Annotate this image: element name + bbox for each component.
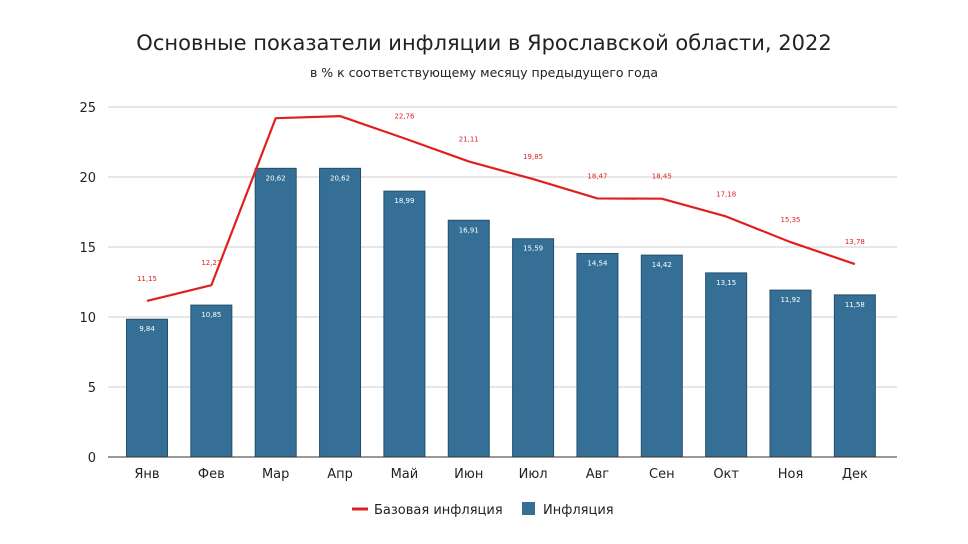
bar xyxy=(319,167,362,458)
bar xyxy=(254,167,297,458)
bar-data-label: 14,54 xyxy=(587,259,608,267)
bar xyxy=(833,294,876,458)
x-category-label: Авг xyxy=(586,467,610,482)
chart-title: Основные показатели инфляции в Ярославск… xyxy=(136,31,831,55)
x-category-label: Фев xyxy=(198,467,225,482)
bar-data-label: 10,85 xyxy=(201,311,221,319)
y-tick-label: 20 xyxy=(79,171,96,186)
line-path xyxy=(146,114,856,302)
x-category-label: Май xyxy=(391,467,419,482)
line-labels: 11,15 12,27 22,76 21,11 19,85 18,47 18,45 17,18… xyxy=(137,112,865,283)
line-series xyxy=(146,114,856,302)
bar-data-label: 11,92 xyxy=(780,296,800,304)
x-category-label: Дек xyxy=(842,467,868,482)
bar xyxy=(512,238,555,458)
x-category-label: Апр xyxy=(327,467,353,482)
bar-data-label: 20,62 xyxy=(330,174,350,182)
bar xyxy=(126,318,168,458)
bar xyxy=(705,272,748,458)
line-data-label: 12,27 xyxy=(201,259,221,267)
y-tick-label: 10 xyxy=(79,311,96,326)
y-tick-label: 0 xyxy=(88,451,96,466)
bar-data-label: 15,59 xyxy=(523,245,543,253)
bar-data-label: 20,62 xyxy=(266,174,286,182)
legend-label-inflation: Инфляция xyxy=(543,503,614,518)
bar-data-label: 11,58 xyxy=(845,301,865,309)
x-category-label: Ноя xyxy=(778,467,804,482)
bar-data-label: 16,91 xyxy=(459,226,479,234)
line-data-label: 13,78 xyxy=(845,238,865,246)
x-category-label: Июл xyxy=(519,467,548,482)
bar-labels: 9,84 10,85 20,62 20,62 18,99 16,91 15,59 14,54 1… xyxy=(139,174,865,333)
bar xyxy=(769,289,812,458)
chart-subtitle: в % к соответствующему месяцу предыдущег… xyxy=(310,65,658,80)
x-category-label: Мар xyxy=(262,467,289,482)
legend: Базовая инфляция Инфляция xyxy=(352,502,614,518)
legend-bar-swatch xyxy=(522,502,535,515)
y-tick-label: 5 xyxy=(88,381,96,396)
y-tick-label: 15 xyxy=(79,241,96,256)
x-category-label: Окт xyxy=(713,467,739,482)
bar xyxy=(576,252,619,458)
bar xyxy=(447,219,490,458)
bar xyxy=(640,254,683,458)
bar-data-label: 14,42 xyxy=(652,261,672,269)
x-axis-categories: Янв Фев Мар Апр Май Июн Июл Авг Сен Окт Ноя Дек xyxy=(134,467,868,482)
bar xyxy=(190,304,233,458)
line-data-label: 18,47 xyxy=(587,172,607,180)
line-data-label: 22,76 xyxy=(394,112,415,120)
line-data-label: 17,18 xyxy=(716,190,736,198)
line-data-label: 15,35 xyxy=(780,216,800,224)
bars xyxy=(126,167,876,458)
line-data-label: 21,11 xyxy=(459,135,479,143)
grid xyxy=(108,106,897,388)
y-axis-ticks: 0 5 10 15 20 25 xyxy=(79,101,96,466)
line-data-label: 18,45 xyxy=(652,173,672,181)
line-data-label: 11,15 xyxy=(137,275,157,283)
y-tick-label: 25 xyxy=(79,101,96,116)
bar-data-label: 18,99 xyxy=(394,197,414,205)
x-category-label: Янв xyxy=(134,467,159,482)
bar xyxy=(383,190,426,458)
x-category-label: Сен xyxy=(649,467,675,482)
legend-label-base-inflation: Базовая инфляция xyxy=(374,503,503,518)
x-category-label: Июн xyxy=(454,467,483,482)
bar-data-label: 13,15 xyxy=(716,279,736,287)
bar-data-label: 9,84 xyxy=(139,325,155,333)
line-data-label: 19,85 xyxy=(523,153,543,161)
